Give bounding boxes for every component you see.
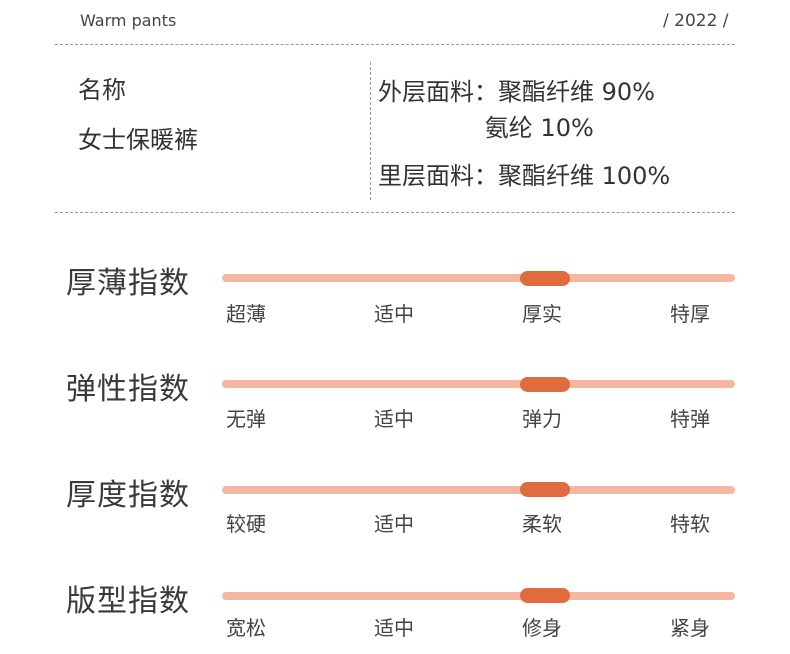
index-title: 厚薄指数 <box>66 266 190 301</box>
tick-label: 特厚 <box>670 302 710 326</box>
tick-label: 超薄 <box>226 302 266 326</box>
middle-divider <box>55 212 735 213</box>
tick-label: 特软 <box>670 512 710 536</box>
header-year: / 2022 / <box>663 11 729 31</box>
tick-label: 较硬 <box>226 512 266 536</box>
index-track <box>222 274 735 282</box>
tick-label: 适中 <box>374 616 414 640</box>
tick-label: 柔软 <box>522 512 562 536</box>
product-name-value: 女士保暖裤 <box>78 126 198 154</box>
top-divider <box>55 44 735 45</box>
header-title: Warm pants <box>80 11 177 30</box>
index-title: 弹性指数 <box>66 372 190 407</box>
tick-label: 紧身 <box>670 616 710 640</box>
index-title: 厚度指数 <box>66 478 190 513</box>
index-track <box>222 380 735 388</box>
tick-label: 修身 <box>522 616 562 640</box>
index-track <box>222 486 735 494</box>
index-level-marker <box>520 377 571 392</box>
index-title: 版型指数 <box>66 584 190 619</box>
tick-label: 适中 <box>374 407 414 431</box>
tick-label: 宽松 <box>226 616 266 640</box>
index-level-marker <box>520 271 571 286</box>
vertical-divider <box>370 62 371 200</box>
tick-label: 特弹 <box>670 407 710 431</box>
index-level-marker <box>520 482 571 497</box>
tick-label: 无弹 <box>226 407 266 431</box>
index-track <box>222 592 735 600</box>
tick-label: 弹力 <box>522 407 562 431</box>
material-line: 里层面料：聚酯纤维 100% <box>378 162 671 190</box>
tick-label: 适中 <box>374 302 414 326</box>
tick-label: 厚实 <box>522 302 562 326</box>
product-name-label: 名称 <box>78 76 126 104</box>
material-line: 氨纶 10% <box>378 114 594 142</box>
tick-label: 适中 <box>374 512 414 536</box>
index-level-marker <box>520 588 571 603</box>
material-line: 外层面料：聚酯纤维 90% <box>378 78 655 106</box>
